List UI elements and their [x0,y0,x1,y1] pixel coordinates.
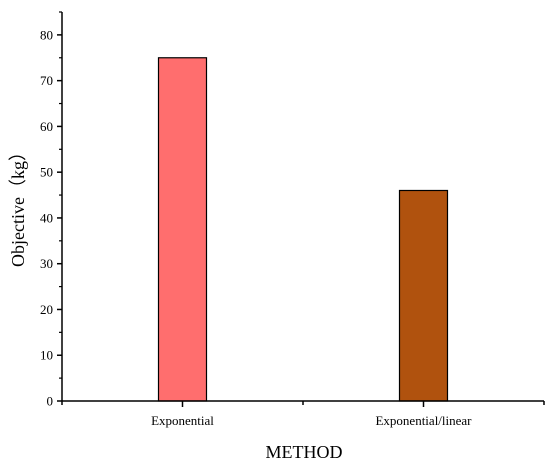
y-ticks-group: 0 10 20 30 40 50 60 70 80 [40,11,62,409]
y-axis-title: Objective（kg） [8,143,28,267]
bars-group [157,57,449,402]
y-tick-label: 20 [40,302,53,317]
axes-group [61,12,544,402]
y-tick-label: 40 [40,210,53,225]
bar [398,189,449,402]
y-tick-label: 10 [40,348,53,363]
bar [157,57,208,402]
y-tick-label: 80 [40,27,53,42]
x-tick-label: Exponential [151,413,214,428]
y-tick-label: 60 [40,119,53,134]
x-ticks-group: Exponential Exponential/linear [61,401,545,428]
x-axis-title: METHOD [266,442,343,462]
y-tick-label: 0 [47,394,54,409]
y-tick-label: 70 [40,73,53,88]
x-tick-label: Exponential/linear [375,413,472,428]
y-tick-label: 50 [40,165,53,180]
y-tick-label: 30 [40,256,53,271]
